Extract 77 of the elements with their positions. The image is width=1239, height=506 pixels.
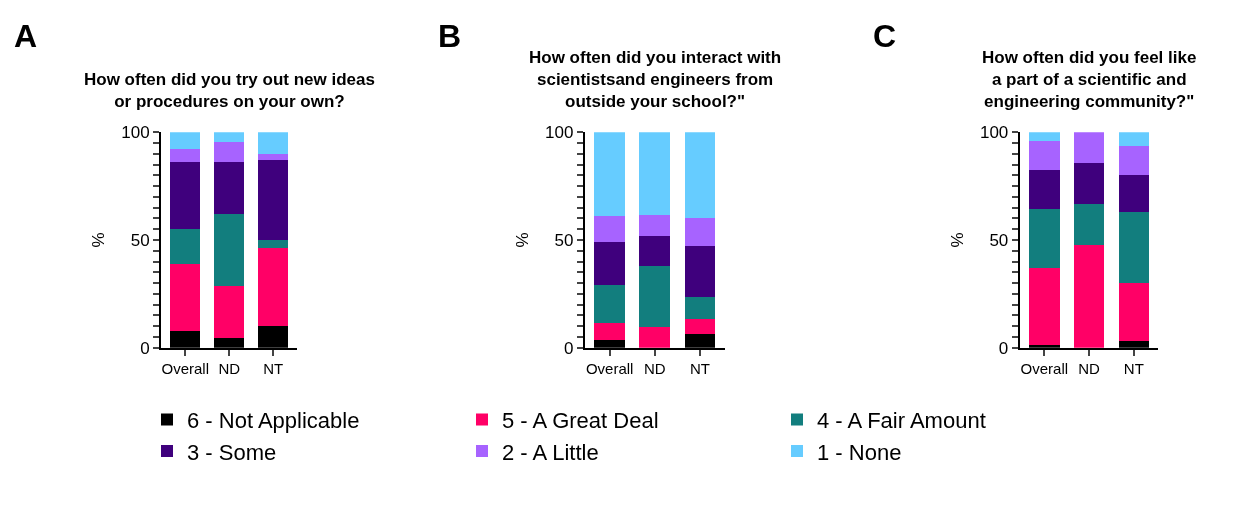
x-tick-label: Overall xyxy=(161,359,210,377)
bar xyxy=(1118,175,1150,212)
bar xyxy=(594,216,626,243)
y-axis-title: % xyxy=(947,232,967,248)
bar xyxy=(258,132,289,154)
bar xyxy=(639,235,671,266)
bar xyxy=(1029,169,1060,209)
bar xyxy=(214,214,245,287)
bar xyxy=(594,132,626,217)
legend-label: 3 - Some xyxy=(187,439,277,465)
bar xyxy=(1029,132,1060,141)
chart-title: How often did you try out new ideas or procedures on your own? xyxy=(84,70,375,112)
bar xyxy=(684,132,716,219)
bar xyxy=(170,149,201,163)
legend-label: 6 - Not Applicable xyxy=(187,407,360,433)
x-tick-label: NT xyxy=(1123,359,1144,377)
x-tick-label: ND xyxy=(218,359,241,377)
legend-label: 5 - A Great Deal xyxy=(502,407,659,433)
bar xyxy=(1029,140,1060,170)
bar xyxy=(170,229,201,264)
y-tick-label: 50 xyxy=(989,230,1009,250)
bar xyxy=(1073,132,1105,164)
bar xyxy=(1118,283,1150,342)
bar xyxy=(594,285,626,323)
bar xyxy=(1118,146,1150,176)
bar xyxy=(684,297,716,319)
x-tick-label: Overall xyxy=(585,359,634,377)
bar xyxy=(258,239,289,248)
text: C xyxy=(873,18,897,54)
y-tick-label: 100 xyxy=(121,123,150,143)
bar xyxy=(684,218,716,247)
bar xyxy=(214,286,245,339)
bar xyxy=(639,327,671,348)
x-tick-label: Overall xyxy=(1020,359,1069,377)
legend-label: 2 - A Little xyxy=(502,439,599,465)
bar xyxy=(1118,132,1150,147)
text: A xyxy=(14,18,38,54)
x-tick-label: ND xyxy=(1078,359,1101,377)
bar xyxy=(1029,208,1060,269)
y-tick-label: 50 xyxy=(554,230,574,250)
legend-label: 4 - A Fair Amount xyxy=(817,407,986,433)
bar xyxy=(1029,268,1060,345)
bar xyxy=(258,160,289,240)
y-axis-title: % xyxy=(513,232,533,248)
bar xyxy=(258,247,289,327)
chart-title: How often did you feel like a part of a scientific and engineering community?" xyxy=(982,48,1197,112)
y-tick-label: 0 xyxy=(563,338,574,358)
bar xyxy=(214,132,245,142)
bar xyxy=(1073,204,1105,246)
bar xyxy=(684,246,716,298)
text: B xyxy=(438,18,462,54)
bar xyxy=(639,215,671,236)
x-tick-label: NT xyxy=(263,359,284,377)
bar xyxy=(639,265,671,328)
bar xyxy=(170,162,201,230)
y-tick-label: 50 xyxy=(130,230,150,250)
y-tick-label: 0 xyxy=(998,338,1009,358)
bar xyxy=(170,263,201,331)
y-tick-label: 100 xyxy=(979,123,1009,143)
x-tick-label: NT xyxy=(689,359,710,377)
bar xyxy=(170,132,201,150)
chart-title: How often did you interact with scientistsand engineers from outside your school?" xyxy=(529,48,782,112)
bar xyxy=(639,132,671,216)
bar xyxy=(594,242,626,286)
y-tick-label: 0 xyxy=(140,338,150,358)
x-tick-label: ND xyxy=(643,359,666,377)
bar xyxy=(1073,245,1105,348)
y-tick-label: 100 xyxy=(545,123,574,143)
bar xyxy=(258,153,289,161)
y-axis-title: % xyxy=(89,232,109,248)
bar xyxy=(684,318,716,334)
bar xyxy=(594,322,626,341)
bar xyxy=(214,162,245,215)
bar xyxy=(1118,211,1150,284)
bar xyxy=(1073,163,1105,205)
legend-label: 1 - None xyxy=(817,439,902,465)
bar xyxy=(214,141,245,163)
